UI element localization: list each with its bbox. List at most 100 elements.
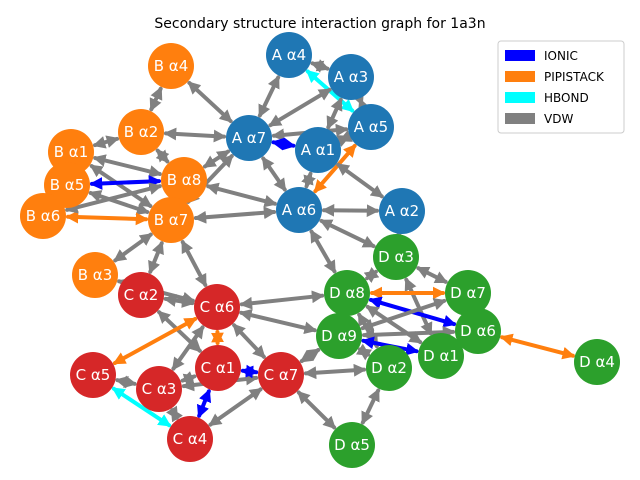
edge-vdw-Da3-Da8 [363,266,380,284]
edge-vdw-Da7-Da9 [360,298,447,331]
edge-pipistack-Da6-Da4 [499,333,576,360]
node-label: A α4 [272,46,306,64]
node-Aa7: A α7 [226,115,272,161]
node-Aa3: A α3 [328,54,374,100]
edge-vdw-Ca2-Ca6 [163,294,195,308]
node-circle [118,109,164,155]
edge-vdw-Ba4-Ba2 [149,86,163,112]
edge-vdw-Aa3-Aa1 [326,97,343,130]
edge-vdw-Ba1-Ba8 [92,154,163,178]
edge-vdw-Ba7-Ba3 [113,232,153,263]
edge-vdw-Ca6-Ca3 [171,325,205,371]
node-Da4: D α4 [574,339,620,385]
node-label: D α1 [423,347,459,365]
edge-vdw-Ba7-Ca2 [148,240,164,275]
edge-pipistack-Ba6-Ba7 [65,210,149,226]
node-label: B α4 [154,57,189,75]
edge-vdw-Aa3-Aa7 [268,87,332,128]
node-label: A α5 [354,118,388,136]
legend-label-vdw: VDW [544,112,573,126]
node-label: A α2 [385,202,419,220]
edge-pipistack-Aa5-Aa6 [313,143,357,194]
node-label: B α2 [124,123,159,141]
node-circle [328,54,374,100]
node-Ca5: C α5 [70,352,116,398]
node-circle [161,157,207,203]
node-label: D α4 [579,353,615,371]
legend-frame [497,40,625,134]
node-circle [329,422,375,468]
edge-vdw-Ca7-Da9 [299,347,321,364]
node-Ba2: B α2 [118,109,164,155]
node-circle [72,252,118,298]
edge-vdw-Aa7-Ba2 [163,127,227,143]
node-label: B α1 [54,143,89,161]
node-Ca3: C α3 [136,366,182,412]
node-Da2: D α2 [366,345,412,391]
edge-vdw-Ba7-Ca6 [180,239,208,288]
edge-vdw-Ba2-Ba1 [92,135,120,149]
node-Ca1: C α1 [195,345,241,391]
node-Aa5: A α5 [348,104,394,150]
node-circle [379,188,425,234]
node-label: A α1 [301,141,335,159]
node-circle [148,197,194,243]
legend-swatch-ionic [505,50,535,61]
node-circle [226,115,272,161]
node-label: C α7 [264,366,299,384]
edge-vdw-Aa1-Aa6 [301,171,316,189]
node-Da9: D α9 [316,313,362,359]
node-label: D α2 [371,359,407,377]
node-label: C α5 [76,366,111,384]
edge-ionic-Aa7-Aa1 [271,137,296,151]
edge-vdw-Aa6-Ba7 [193,206,277,224]
node-circle [20,193,66,239]
node-circle [455,308,501,354]
edge-vdw-Aa7-Ba4 [187,80,233,124]
edge-ionic-Ca1-Ca4 [196,388,212,419]
legend-label-hbond: HBOND [544,91,589,105]
edge-vdw-Da9-Da6 [361,325,456,342]
legend-swatch-pipistack [505,71,535,82]
legend-swatch-vdw [505,113,535,124]
node-Ba7: B α7 [148,197,194,243]
node-circle [445,270,491,316]
node-Ca2: C α2 [118,272,164,318]
graph-title: Secondary structure interaction graph fo… [154,16,485,32]
edge-vdw-Aa4-Aa3 [310,59,330,73]
node-Ba4: B α4 [148,43,194,89]
node-label: B α6 [26,207,61,225]
node-circle [373,234,419,280]
node-circle [258,352,304,398]
node-circle [366,345,412,391]
node-Da8: D α8 [324,270,370,316]
node-circle [295,127,341,173]
node-Aa2: A α2 [379,188,425,234]
node-label: D α7 [450,284,486,302]
node-Ba6: B α6 [20,193,66,239]
node-label: D α3 [378,248,414,266]
node-Da6: D α6 [455,308,501,354]
node-Aa1: A α1 [295,127,341,173]
node-circle [44,162,90,208]
node-circle [324,270,370,316]
legend-swatch-hbond [505,92,535,103]
edge-vdw-Ca6-Ca7 [232,323,266,359]
node-label: A α6 [282,201,316,219]
node-circle [194,284,240,330]
node-label: D α6 [460,322,496,340]
edge-vdw-Ca6-Da9 [238,308,318,335]
edge-vdw-Aa6-Aa2 [321,203,380,218]
edge-vdw-Aa6-Da8 [309,229,337,274]
edge-vdw-Aa5-Aa1 [336,130,353,147]
node-circle [136,366,182,412]
node-circle [316,313,362,359]
node-circle [167,416,213,462]
edge-vdw-Ba2-Ba8 [155,148,170,164]
edge-vdw-Ca3-Ca1 [180,371,197,386]
edge-ionic-Ba5-Ba8 [89,175,162,190]
edge-vdw-Aa3-Aa5 [351,91,371,113]
node-circle [148,43,194,89]
node-Ca7: C α7 [258,352,304,398]
edge-vdw-Da2-Da5 [360,388,381,425]
